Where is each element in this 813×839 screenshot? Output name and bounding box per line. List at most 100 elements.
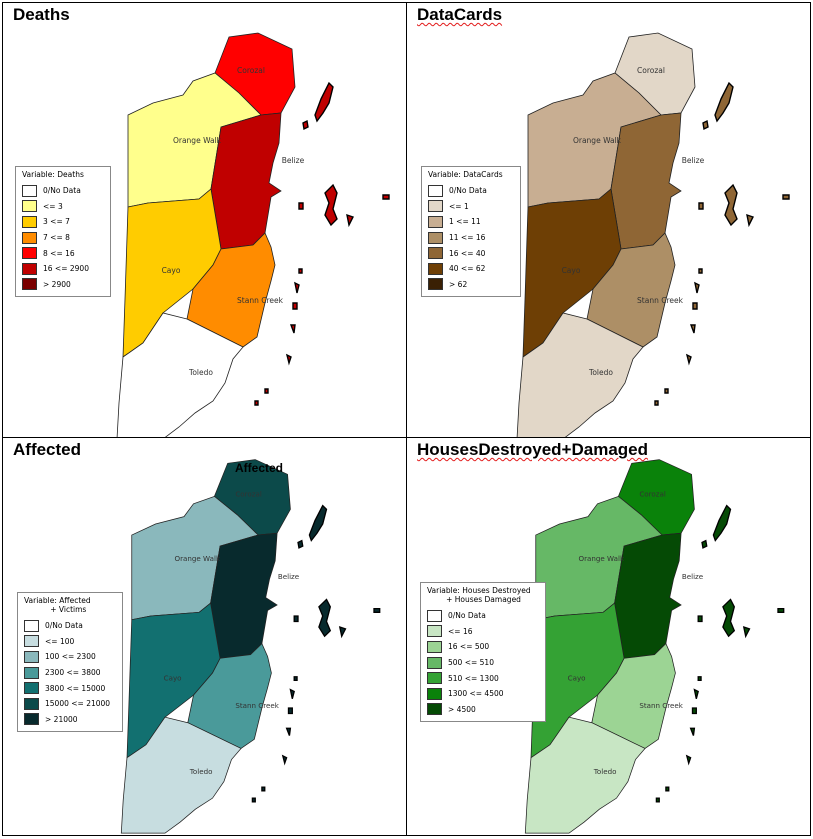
district-label-orange-walk: Orange Walk (579, 554, 626, 563)
legend-label: 0/No Data (43, 186, 81, 196)
legend-item: > 62 (428, 277, 514, 293)
district-label-toledo: Toledo (189, 767, 213, 776)
legend-item: > 4500 (427, 702, 539, 718)
district-toledo[interactable] (524, 716, 646, 834)
legend-swatch (428, 215, 443, 228)
legend-item: 16 <= 500 (427, 639, 539, 655)
caye-island (382, 194, 390, 200)
legend-swatch (24, 713, 39, 726)
caye-island (251, 797, 256, 803)
district-stann-creek[interactable] (586, 232, 676, 348)
legend-label: > 21000 (45, 714, 78, 724)
legend-swatch (24, 682, 39, 695)
caye-island (254, 400, 259, 406)
legend-item: 0/No Data (428, 183, 514, 199)
district-toledo[interactable] (116, 312, 244, 438)
legend-label: 40 <= 62 (449, 264, 486, 274)
district-label-belize: Belize (682, 156, 705, 165)
caye-island (693, 688, 699, 699)
legend-item: 2300 <= 3800 (24, 665, 116, 681)
legend: Variable: Affected + Victims 0/No Data <= … (17, 592, 123, 733)
caye-island (654, 400, 659, 406)
legend-item: 8 <= 16 (22, 245, 104, 261)
district-label-orange-walk: Orange Walk (175, 554, 222, 563)
panel-title: HousesDestroyed+Damaged (417, 440, 649, 459)
panel-housesdestroyed-damaged: Corozal Orange Walk Belize Cayo Stann Creek T… (406, 437, 811, 836)
district-label-corozal: Corozal (237, 66, 265, 75)
district-label-belize: Belize (282, 156, 305, 165)
district-belize[interactable] (614, 532, 682, 659)
legend-swatch (428, 262, 443, 275)
legend-item: 510 <= 1300 (427, 670, 539, 686)
legend-item: 3 <= 7 (22, 214, 104, 230)
caye-island (697, 676, 702, 682)
legend-item: 100 <= 2300 (24, 649, 116, 665)
legend: Variable: DataCards 0/No Data <= 1 1 <= 11 1… (421, 166, 521, 298)
legend-swatch (427, 672, 442, 685)
caye-island (281, 754, 288, 766)
legend-label: 15000 <= 21000 (45, 699, 111, 709)
caye-island (338, 626, 347, 639)
legend-item: 11 <= 16 (428, 230, 514, 246)
caye-island (782, 194, 790, 200)
legend-swatch (22, 215, 37, 228)
district-label-corozal: Corozal (637, 66, 665, 75)
caye-island (289, 324, 296, 334)
caye-island (655, 797, 660, 803)
legend-label: 0/No Data (45, 621, 83, 631)
legend-item: <= 3 (22, 199, 104, 215)
caye-island (285, 353, 292, 366)
legend-swatch (22, 231, 37, 244)
legend-swatch (22, 278, 37, 291)
legend-item: 40 <= 62 (428, 261, 514, 277)
district-toledo[interactable] (120, 716, 242, 834)
caye-island (724, 183, 738, 227)
caye-island (697, 615, 703, 623)
district-stann-creek[interactable] (591, 642, 676, 749)
legend-label: > 4500 (448, 704, 476, 714)
legend-item: 1 <= 11 (428, 214, 514, 230)
legend-label: 100 <= 2300 (45, 652, 96, 662)
legend-label: 16 <= 2900 (43, 264, 89, 274)
legend-title: Variable: Houses Destroyed + Houses Dama… (427, 586, 531, 604)
district-label-cayo: Cayo (164, 674, 182, 683)
district-label-belize: Belize (682, 572, 703, 581)
district-belize[interactable] (210, 112, 282, 250)
legend-label: 3 <= 7 (43, 217, 70, 227)
legend-swatch (428, 231, 443, 244)
district-stann-creek[interactable] (187, 642, 272, 749)
legend-title: Variable: DataCards (428, 170, 503, 179)
caye-island (346, 213, 354, 228)
district-toledo[interactable] (516, 312, 644, 438)
district-label-orange-walk: Orange Walk (173, 136, 222, 145)
legend-item: 16 <= 40 (428, 245, 514, 261)
caye-island (289, 688, 295, 699)
caye-island (698, 202, 704, 210)
district-belize[interactable] (610, 112, 682, 250)
legend-swatch (24, 650, 39, 663)
choropleth-map: Corozal Orange Walk Belize Cayo Stann Creek T… (516, 32, 790, 438)
caye-island (714, 81, 734, 123)
caye-island (297, 539, 304, 549)
legend-label: 2300 <= 3800 (45, 668, 101, 678)
caye-island (712, 504, 732, 542)
legend-item: 0/No Data (24, 618, 116, 634)
legend-swatch (24, 697, 39, 710)
legend-item: 1300 <= 4500 (427, 686, 539, 702)
legend-swatch (22, 247, 37, 260)
legend-label: <= 16 (448, 626, 473, 636)
legend: Variable: Houses Destroyed + Houses Dama… (420, 582, 546, 723)
legend-label: 1300 <= 4500 (448, 689, 504, 699)
legend-label: <= 3 (43, 201, 63, 211)
district-belize[interactable] (210, 532, 278, 659)
legend-swatch (22, 184, 37, 197)
district-label-corozal: Corozal (235, 490, 262, 499)
legend-label: 500 <= 510 (448, 658, 494, 668)
caye-island (689, 727, 696, 736)
legend-swatch (427, 640, 442, 653)
district-stann-creek[interactable] (186, 232, 276, 348)
caye-island (285, 727, 292, 736)
legend-item: 500 <= 510 (427, 655, 539, 671)
district-label-stann-creek: Stann Creek (237, 296, 284, 305)
caye-island (746, 213, 754, 228)
